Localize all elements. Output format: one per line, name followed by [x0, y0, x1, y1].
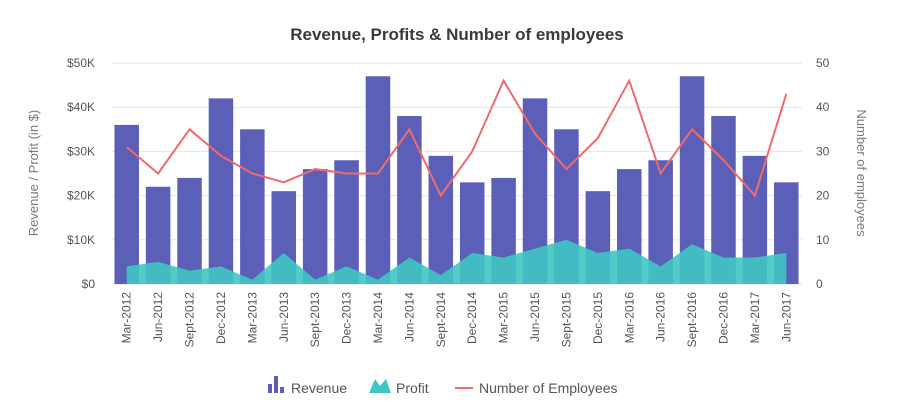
right-tick-label: 30	[816, 144, 830, 158]
right-tick-label: 10	[816, 233, 830, 247]
x-tick-label: Sept-2013	[308, 292, 322, 348]
revenue-bar	[397, 116, 422, 284]
x-tick-label: Jun-2017	[779, 292, 793, 342]
x-tick-label: Jun-2015	[528, 292, 542, 342]
revenue-bar	[177, 177, 202, 284]
left-tick-label: $0	[82, 277, 96, 291]
x-tick-label: Mar-2012	[120, 292, 134, 344]
revenue-bar	[302, 169, 328, 284]
revenue-bar	[365, 76, 391, 284]
x-tick-label: Jun-2013	[277, 292, 291, 342]
bar-chart-icon	[268, 384, 272, 393]
left-axis-ticks: $0 $10K $20K $30K $40K $50K	[67, 56, 95, 291]
legend-label-profit: Profit	[396, 380, 429, 396]
x-axis-ticks: Mar-2012 Jun-2012 Sept-2012 Dec-2012 Mar-201…	[120, 292, 794, 348]
x-tick-label: Dec-2013	[340, 292, 354, 344]
right-axis-ticks: 0 10 20 30 40 50	[816, 56, 830, 291]
left-tick-label: $50K	[67, 56, 95, 70]
revenue-bar	[240, 129, 265, 284]
x-tick-label: Jun-2016	[654, 292, 668, 342]
revenue-bar	[114, 124, 139, 284]
x-tick-label: Dec-2014	[465, 292, 479, 344]
x-tick-label: Sept-2016	[685, 292, 699, 348]
x-tick-label: Jun-2012	[151, 292, 165, 342]
revenue-bar	[208, 98, 234, 284]
left-tick-label: $20K	[67, 189, 95, 203]
x-tick-label: Sept-2015	[559, 292, 573, 348]
x-tick-label: Dec-2016	[716, 292, 730, 344]
bar-chart-icon-part	[274, 376, 278, 393]
x-tick-label: Sept-2012	[183, 292, 197, 348]
left-tick-label: $10K	[67, 233, 95, 247]
x-tick-label: Jun-2014	[402, 292, 416, 342]
left-axis-title: Revenue / Profit (in $)	[26, 110, 41, 236]
profit-area-fill	[126, 239, 787, 284]
right-tick-label: 40	[816, 100, 830, 114]
x-tick-label: Mar-2014	[371, 292, 385, 344]
revenue-bar	[428, 155, 454, 284]
right-tick-label: 50	[816, 56, 830, 70]
left-tick-label: $40K	[67, 100, 95, 114]
revenue-bar	[334, 160, 359, 284]
legend-profit: Profit	[369, 379, 429, 396]
x-tick-label: Mar-2015	[497, 292, 511, 344]
employees-line	[126, 78, 788, 198]
profit-area	[126, 239, 787, 284]
legend-revenue: Revenue	[268, 376, 347, 396]
right-axis-title: Number of employees	[854, 109, 869, 237]
x-tick-label: Sept-2014	[434, 292, 448, 348]
legend-employees: Number of Employees	[455, 380, 618, 396]
chart-title: Revenue, Profits & Number of employees	[290, 25, 623, 44]
legend-label-revenue: Revenue	[291, 380, 347, 396]
legend-label-employees: Number of Employees	[479, 380, 618, 396]
bar-chart-icon-part	[280, 387, 284, 393]
x-tick-label: Dec-2012	[214, 292, 228, 344]
x-tick-label: Mar-2016	[622, 292, 636, 344]
right-tick-label: 20	[816, 189, 830, 203]
x-tick-label: Dec-2015	[591, 292, 605, 344]
area-chart-icon	[369, 379, 391, 393]
x-tick-label: Mar-2013	[245, 292, 259, 344]
x-tick-label: Mar-2017	[748, 292, 762, 344]
employees-polyline	[126, 78, 788, 198]
right-tick-label: 0	[816, 277, 823, 291]
legend: Revenue Profit Number of Employees	[268, 376, 618, 396]
left-tick-label: $30K	[67, 144, 95, 158]
